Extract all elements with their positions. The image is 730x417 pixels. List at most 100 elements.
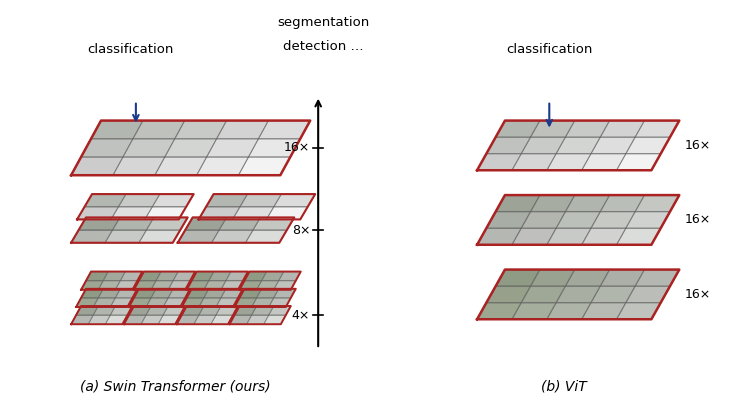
- Polygon shape: [279, 271, 301, 281]
- Polygon shape: [234, 298, 256, 307]
- Polygon shape: [206, 194, 247, 207]
- Polygon shape: [145, 207, 186, 219]
- Polygon shape: [163, 306, 185, 315]
- Polygon shape: [219, 217, 261, 230]
- Polygon shape: [635, 269, 680, 286]
- Polygon shape: [252, 306, 274, 315]
- Polygon shape: [239, 157, 291, 175]
- Polygon shape: [212, 230, 253, 243]
- Polygon shape: [245, 271, 266, 281]
- Polygon shape: [556, 137, 600, 154]
- Polygon shape: [274, 289, 296, 298]
- Polygon shape: [76, 306, 99, 315]
- Text: 16×: 16×: [684, 139, 710, 152]
- Text: 16×: 16×: [684, 288, 710, 301]
- Polygon shape: [486, 212, 531, 228]
- Polygon shape: [617, 154, 661, 170]
- Polygon shape: [139, 271, 161, 281]
- Polygon shape: [252, 298, 274, 307]
- Polygon shape: [531, 121, 575, 137]
- Polygon shape: [234, 306, 256, 315]
- Polygon shape: [635, 121, 680, 137]
- Polygon shape: [110, 306, 132, 315]
- Polygon shape: [153, 194, 193, 207]
- Polygon shape: [221, 289, 243, 298]
- Polygon shape: [99, 281, 120, 290]
- Polygon shape: [199, 298, 221, 307]
- Polygon shape: [229, 315, 252, 324]
- Polygon shape: [141, 315, 163, 324]
- Polygon shape: [81, 281, 103, 290]
- Text: detection …: detection …: [283, 40, 364, 53]
- Polygon shape: [81, 139, 133, 157]
- Polygon shape: [253, 217, 294, 230]
- Polygon shape: [496, 269, 539, 286]
- Polygon shape: [151, 281, 173, 290]
- Polygon shape: [177, 315, 199, 324]
- Polygon shape: [185, 217, 226, 230]
- Polygon shape: [261, 271, 284, 281]
- Polygon shape: [88, 315, 110, 324]
- Polygon shape: [196, 157, 248, 175]
- Polygon shape: [124, 315, 146, 324]
- Polygon shape: [233, 207, 274, 219]
- Polygon shape: [123, 139, 174, 157]
- Polygon shape: [256, 281, 279, 290]
- Polygon shape: [111, 207, 153, 219]
- Polygon shape: [547, 303, 591, 319]
- Polygon shape: [155, 157, 207, 175]
- Polygon shape: [133, 121, 185, 139]
- Text: 4×: 4×: [292, 309, 310, 322]
- Polygon shape: [165, 139, 217, 157]
- Polygon shape: [626, 212, 670, 228]
- Polygon shape: [194, 315, 216, 324]
- Polygon shape: [496, 121, 539, 137]
- Polygon shape: [626, 137, 670, 154]
- Polygon shape: [247, 315, 269, 324]
- Polygon shape: [211, 315, 233, 324]
- Polygon shape: [115, 281, 137, 290]
- Polygon shape: [187, 281, 209, 290]
- Polygon shape: [521, 137, 566, 154]
- Polygon shape: [547, 228, 591, 245]
- Polygon shape: [626, 286, 670, 303]
- Polygon shape: [209, 271, 231, 281]
- Polygon shape: [600, 195, 645, 212]
- Polygon shape: [240, 194, 281, 207]
- Polygon shape: [547, 154, 591, 170]
- Polygon shape: [77, 207, 118, 219]
- Polygon shape: [192, 271, 214, 281]
- Polygon shape: [512, 303, 556, 319]
- Text: segmentation: segmentation: [277, 16, 369, 29]
- Polygon shape: [477, 228, 521, 245]
- Polygon shape: [163, 298, 185, 307]
- Polygon shape: [91, 121, 143, 139]
- Polygon shape: [207, 139, 258, 157]
- Polygon shape: [486, 137, 531, 154]
- Polygon shape: [71, 230, 112, 243]
- Text: classification: classification: [506, 43, 593, 56]
- Polygon shape: [113, 157, 165, 175]
- Polygon shape: [258, 121, 310, 139]
- Polygon shape: [591, 212, 635, 228]
- Polygon shape: [110, 298, 132, 307]
- Polygon shape: [86, 271, 108, 281]
- Polygon shape: [216, 306, 238, 315]
- Polygon shape: [103, 271, 126, 281]
- Text: 16×: 16×: [684, 214, 710, 226]
- Polygon shape: [146, 306, 168, 315]
- Polygon shape: [146, 217, 188, 230]
- Polygon shape: [600, 121, 645, 137]
- Polygon shape: [521, 286, 566, 303]
- Polygon shape: [264, 315, 286, 324]
- Polygon shape: [173, 271, 195, 281]
- Text: classification: classification: [88, 43, 174, 56]
- Polygon shape: [635, 195, 680, 212]
- Polygon shape: [566, 121, 610, 137]
- Polygon shape: [204, 281, 226, 290]
- Polygon shape: [182, 298, 204, 307]
- Text: (b) ViT: (b) ViT: [542, 380, 587, 394]
- Polygon shape: [617, 228, 661, 245]
- Polygon shape: [134, 281, 156, 290]
- Polygon shape: [274, 194, 315, 207]
